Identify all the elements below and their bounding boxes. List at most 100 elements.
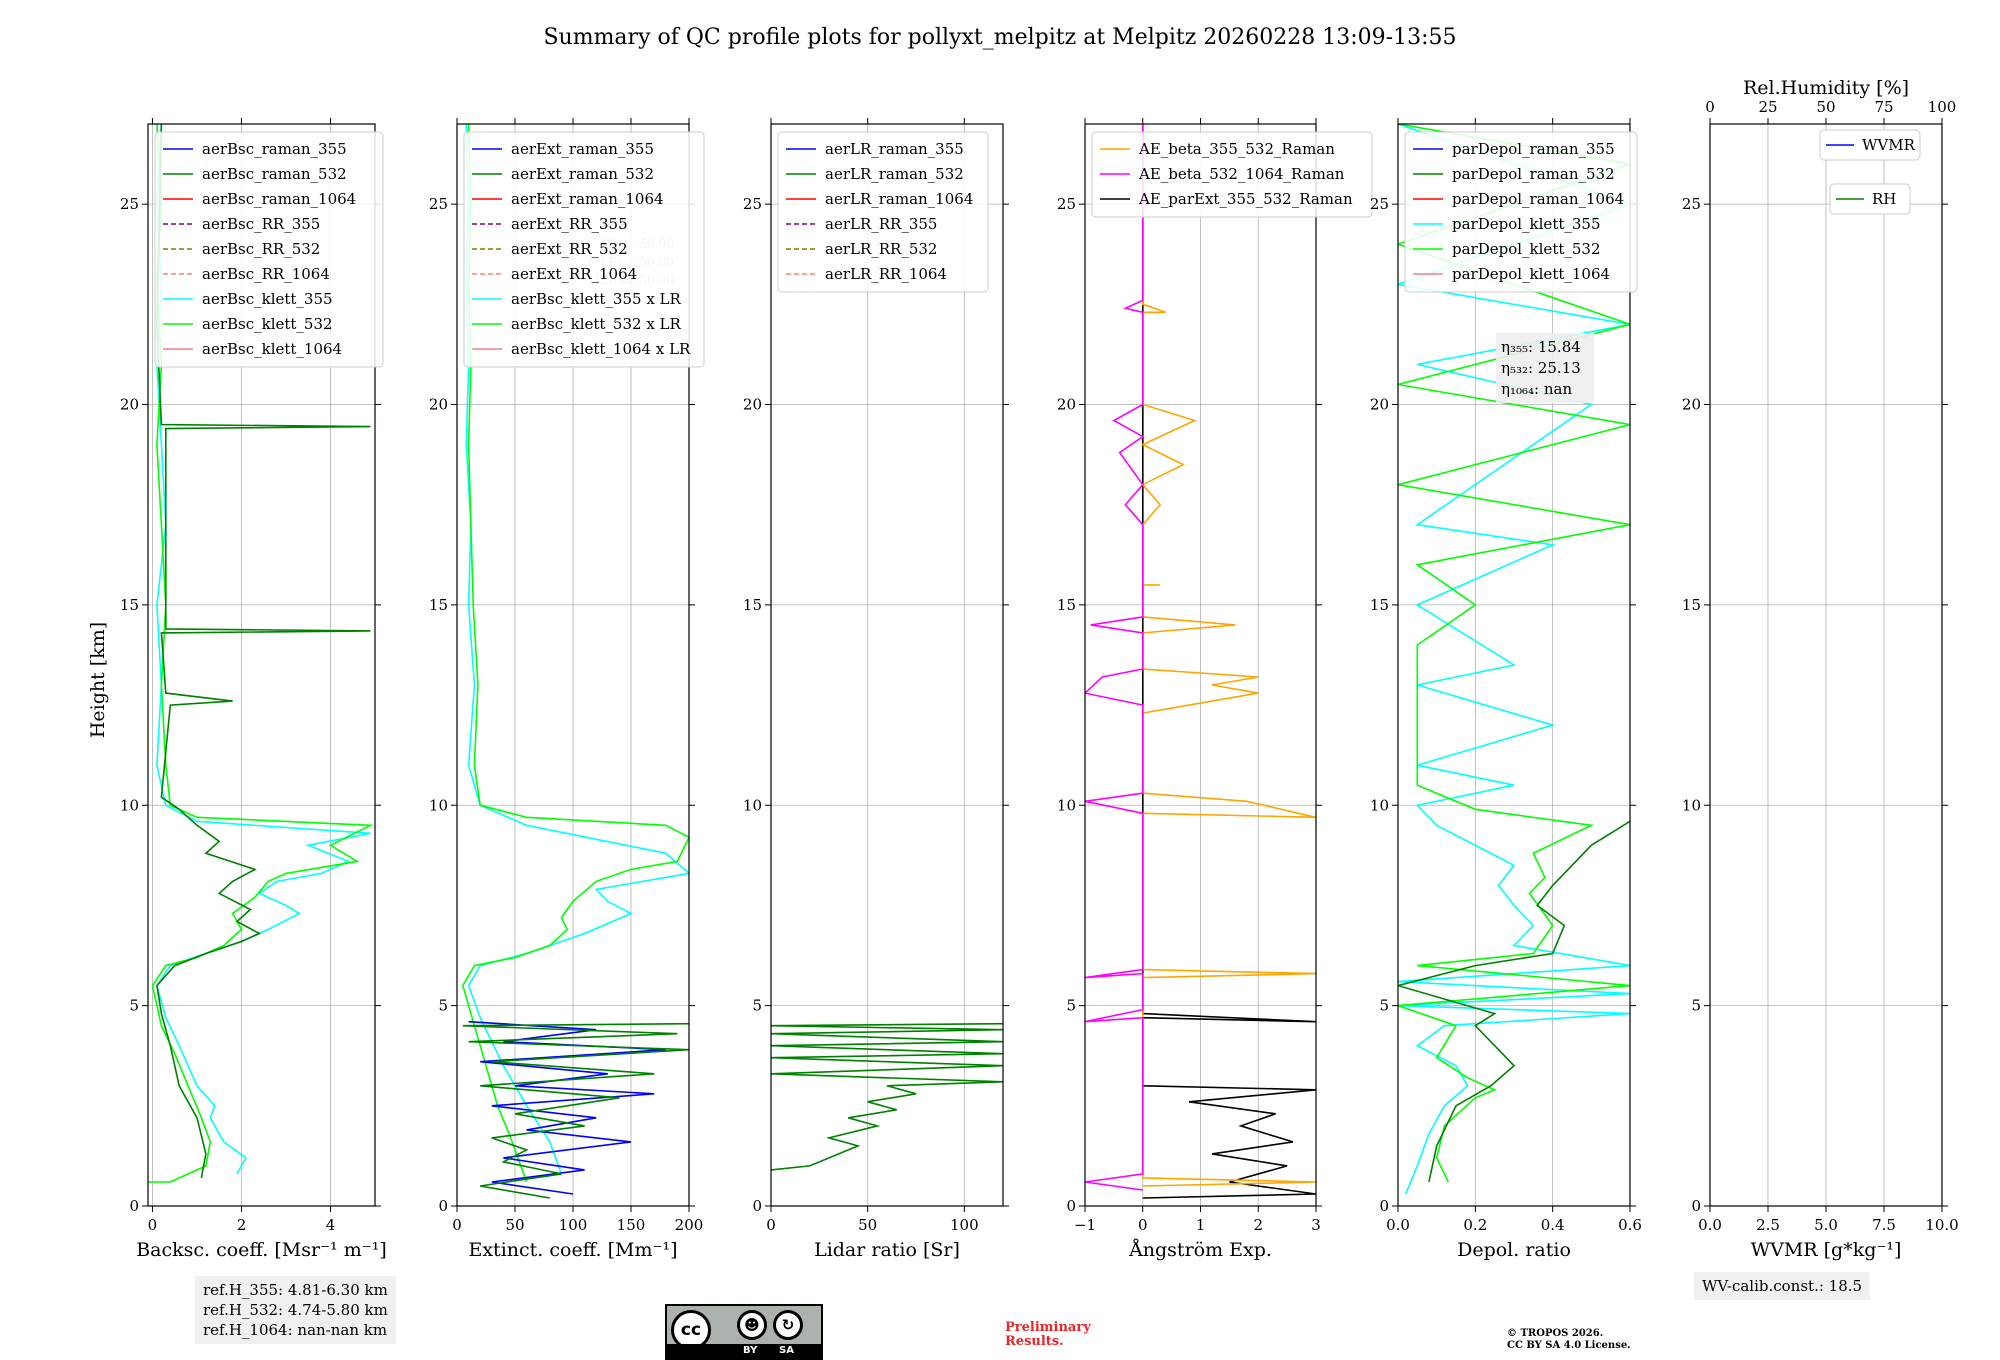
preliminary-results-note: Preliminary Results. <box>1005 1320 1091 1349</box>
y-tick-label: 10 <box>120 796 139 814</box>
series-group <box>148 124 374 1183</box>
legend-label: WVMR <box>1862 136 1916 154</box>
wv-calibration-box: WV-calib.const.: 18.5 <box>1694 1272 1871 1300</box>
y-tick-label: 15 <box>1370 596 1389 614</box>
chart-title: Summary of QC profile plots for pollyxt_… <box>543 25 1456 50</box>
legend-box <box>1404 131 1638 293</box>
y-tick-label: 20 <box>743 396 762 414</box>
top-tick-label: 0 <box>1705 98 1715 116</box>
x-tick-label: 10.0 <box>1925 1216 1958 1234</box>
y-tick-label: 20 <box>1682 396 1701 414</box>
legend-label: AE_parExt_355_532_Raman <box>1138 190 1353 208</box>
x-axis-label: WVMR [g*kg⁻¹] <box>1751 1239 1902 1261</box>
y-tick-label: 15 <box>1682 596 1701 614</box>
legend-label: parDepol_raman_532 <box>1452 165 1615 183</box>
axes-frame <box>770 123 1004 1207</box>
y-tick-label: 0 <box>1691 1197 1701 1215</box>
x-axis-label: Depol. ratio <box>1457 1239 1571 1261</box>
legend-label: aerExt_raman_532 <box>511 165 654 183</box>
cc-by-label: BY <box>743 1345 758 1356</box>
x-tick-label: 50 <box>505 1216 524 1234</box>
x-tick-label: 2.5 <box>1756 1216 1780 1234</box>
cc-sa-label: SA <box>779 1345 794 1356</box>
y-tick-label: 5 <box>1066 997 1076 1015</box>
series-aerBsc_klett_355 <box>156 124 371 1175</box>
legend-label: RH <box>1872 190 1896 208</box>
x-tick-label: 5.0 <box>1814 1216 1838 1234</box>
x-tick-label: 0 <box>452 1216 462 1234</box>
y-tick-label: 0 <box>129 1197 139 1215</box>
x-tick-label: 7.5 <box>1872 1216 1896 1234</box>
panel-6: 0.0 2.5 5.0 7.5 10.0 0 5 10 15 20 25 WVMR [g*kg⁻¹] 0… <box>1682 77 1959 1261</box>
legend-label: aerLR_RR_1064 <box>825 265 947 283</box>
legend-label: aerBsc_klett_355 x LR <box>511 290 682 308</box>
ref-height-532: ref.H_532: 4.74-5.80 km <box>203 1301 388 1319</box>
x-tick-label: 100 <box>950 1216 979 1234</box>
top-tick-label: 50 <box>1816 98 1835 116</box>
legend-label: aerBsc_RR_1064 <box>202 265 330 283</box>
eta-value: η₅₃₂: 25.13 <box>1501 359 1581 377</box>
y-tick-label: 5 <box>1379 997 1389 1015</box>
legend-label: aerLR_RR_532 <box>825 240 937 258</box>
top-tick-label: 100 <box>1928 98 1957 116</box>
legend-label: aerBsc_klett_355 <box>202 290 333 308</box>
y-tick-label: 10 <box>1682 796 1701 814</box>
y-tick-label: 10 <box>743 796 762 814</box>
x-axis-label: Lidar ratio [Sr] <box>814 1239 960 1261</box>
x-tick-label: 0.2 <box>1463 1216 1487 1234</box>
series-aerBsc_klett_532 <box>148 124 374 1183</box>
copyright-note: © TROPOS 2026. CC BY SA 4.0 License. <box>1507 1328 1631 1352</box>
series-AE_beta_355_532_Raman <box>1140 124 1316 1187</box>
legend-label: aerBsc_RR_355 <box>202 215 320 233</box>
legend-label: parDepol_klett_532 <box>1452 240 1601 258</box>
y-tick-label: 15 <box>120 596 139 614</box>
panel-1: 0 2 4 0 5 10 15 20 25 Backsc. coeff. [Msr⁻¹ m⁻¹] a… <box>120 118 387 1261</box>
cc-license-badge: cc ☻ ↻ BY SA <box>665 1304 823 1360</box>
cc-badge-bar: BY SA <box>667 1344 821 1358</box>
x-tick-label: 2 <box>1253 1216 1263 1234</box>
y-tick-label: 0 <box>1379 1197 1389 1215</box>
series-aerBsc_raman_532 <box>156 124 371 1179</box>
x-tick-label: 0 <box>766 1216 776 1234</box>
y-tick-label: 5 <box>438 997 448 1015</box>
y-tick-label: 10 <box>429 796 448 814</box>
y-tick-label: 20 <box>1370 396 1389 414</box>
panel-2: 0 50 100 150 200 0 5 10 15 20 25 Extinct. coeff. [M… <box>429 118 705 1261</box>
y-tick-label: 20 <box>1057 396 1076 414</box>
x-tick-label: 0.6 <box>1618 1216 1642 1234</box>
legend-label: aerBsc_klett_532 x LR <box>511 315 682 333</box>
share-alike-icon: ↻ <box>773 1310 803 1340</box>
series-aerExt_raman_532 <box>462 1022 689 1199</box>
legend-label: aerBsc_RR_532 <box>202 240 320 258</box>
top-tick-label: 75 <box>1874 98 1893 116</box>
y-tick-label: 5 <box>129 997 139 1015</box>
series-group <box>461 124 689 1199</box>
legend-box <box>154 131 384 368</box>
legend-label: parDepol_klett_1064 <box>1452 265 1610 283</box>
reference-height-box: ref.H_355: 4.81-6.30 km ref.H_532: 4.74-… <box>195 1276 396 1344</box>
legend-label: aerBsc_raman_1064 <box>202 190 356 208</box>
x-axis-label: Backsc. coeff. [Msr⁻¹ m⁻¹] <box>136 1239 387 1261</box>
x-tick-label: 0.4 <box>1541 1216 1565 1234</box>
legend-label: aerBsc_raman_355 <box>202 140 347 158</box>
y-tick-label: 0 <box>1066 1197 1076 1215</box>
legend-label: aerExt_RR_532 <box>511 240 628 258</box>
x-tick-label: 200 <box>675 1216 704 1234</box>
series-aerBsc_klett_355 x LR <box>465 124 689 1175</box>
x-tick-label: 0 <box>1138 1216 1148 1234</box>
x-tick-label: −1 <box>1074 1216 1096 1234</box>
y-tick-label: 25 <box>743 195 762 213</box>
top-tick-label: 25 <box>1758 98 1777 116</box>
wv-calibration-text: WV-calib.const.: 18.5 <box>1702 1277 1863 1295</box>
series-parDepol_klett_355 <box>1398 124 1630 1195</box>
eta-value: η₃₅₅: 15.84 <box>1501 338 1581 356</box>
x-tick-label: 2 <box>237 1216 247 1234</box>
series-group <box>1085 124 1316 1199</box>
series-AE_beta_532_1064_Raman <box>1085 124 1145 1191</box>
legend-label: aerLR_raman_532 <box>825 165 964 183</box>
y-tick-label: 25 <box>1370 195 1389 213</box>
x-tick-label: 3 <box>1311 1216 1321 1234</box>
y-tick-label: 25 <box>1057 195 1076 213</box>
